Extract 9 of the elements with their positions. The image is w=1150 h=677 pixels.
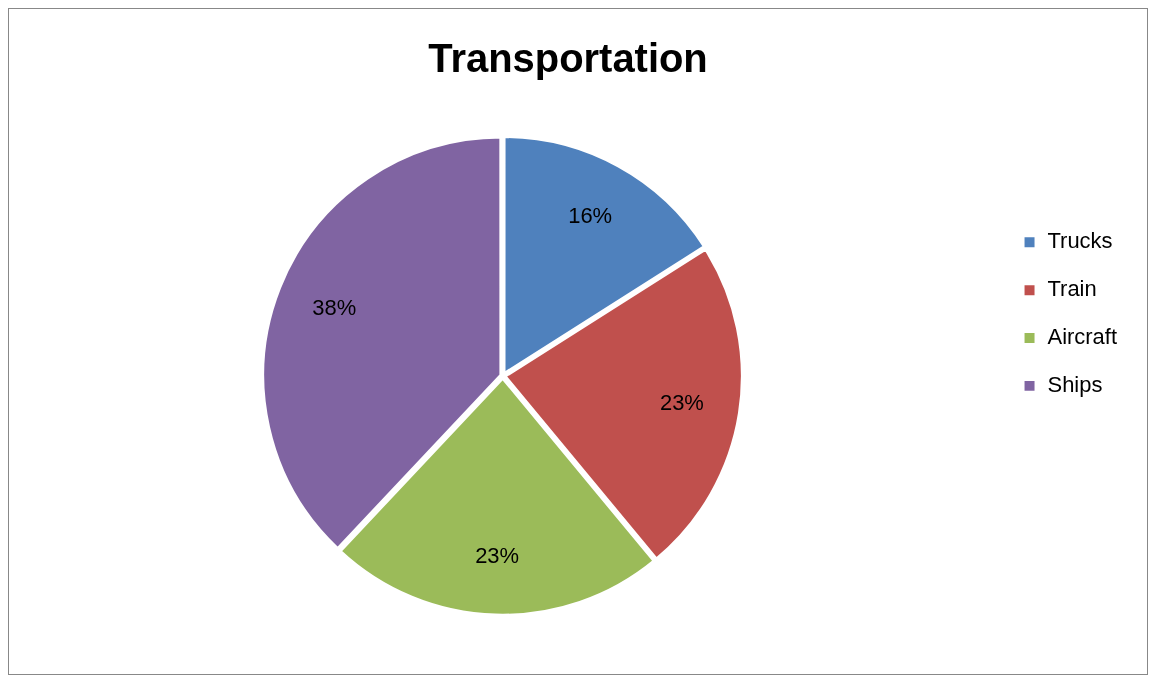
- legend-label: Trucks: [1047, 228, 1113, 254]
- data-label: 16%: [568, 203, 613, 229]
- legend-label: Ships: [1047, 371, 1103, 397]
- legend-label: Aircraft: [1047, 324, 1118, 350]
- legend-label: Train: [1047, 276, 1097, 302]
- chart-title: Transportation: [428, 35, 708, 80]
- data-label: 23%: [659, 390, 704, 416]
- data-label: 23%: [475, 542, 520, 568]
- data-label: 38%: [312, 295, 357, 321]
